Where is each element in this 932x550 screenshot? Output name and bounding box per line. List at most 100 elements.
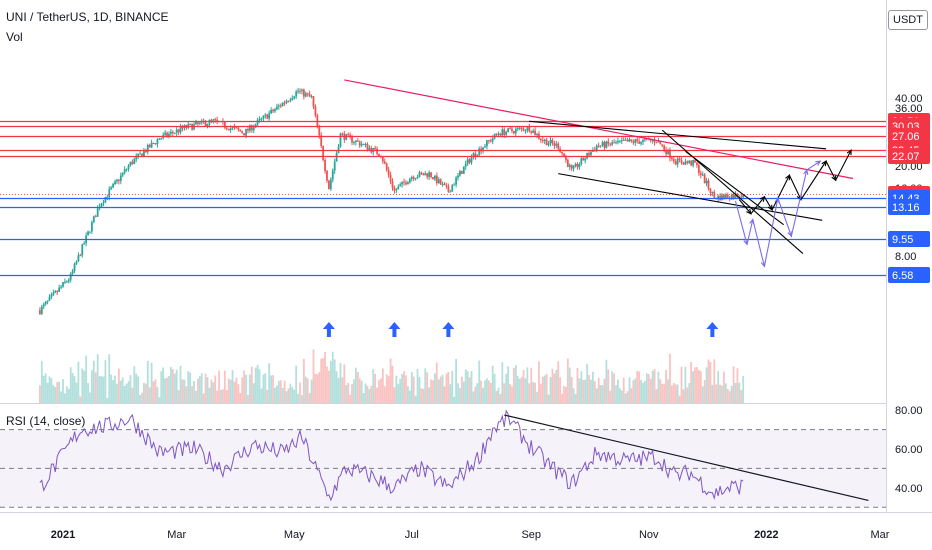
volume-bar — [742, 375, 745, 403]
candle-body — [620, 139, 623, 141]
volume-bar — [358, 378, 361, 403]
volume-bar — [372, 369, 375, 403]
volume-bar — [98, 376, 101, 403]
candle-body — [383, 161, 386, 164]
candle-body — [501, 129, 504, 136]
candle-body — [154, 143, 157, 145]
candle-body — [114, 181, 116, 185]
rsi-tick-label: 80.00 — [895, 405, 923, 417]
candle-body — [420, 172, 423, 174]
volume-bar — [106, 397, 109, 403]
candle-body — [435, 175, 438, 184]
candle-body — [424, 173, 427, 176]
volume-bar — [659, 379, 662, 403]
volume-bar — [368, 388, 371, 403]
volume-bar — [266, 389, 269, 403]
volume-bar — [432, 380, 434, 403]
candle-body — [100, 203, 103, 207]
volume-bar — [73, 376, 76, 403]
candle-body — [146, 145, 149, 153]
volume-bar — [603, 378, 606, 403]
volume-bar — [56, 381, 59, 403]
volume-bar — [669, 353, 671, 403]
candle-body — [576, 163, 579, 168]
candle-body — [281, 102, 284, 106]
volume-bar — [435, 362, 438, 403]
candle-body — [64, 281, 66, 283]
price-level-label: 13.16 — [892, 202, 920, 214]
candle-body — [701, 174, 704, 176]
volume-bar — [274, 387, 276, 403]
volume-bar — [123, 385, 126, 403]
volume-bar — [672, 383, 675, 403]
volume-bar — [451, 370, 454, 403]
candle-body — [181, 126, 184, 129]
volume-bar — [206, 377, 209, 403]
volume-bar — [470, 371, 473, 403]
candle-body — [67, 279, 70, 282]
candle-body — [455, 177, 457, 185]
volume-bar — [378, 379, 380, 403]
volume-bar — [495, 390, 498, 403]
candle-body — [416, 176, 419, 179]
candle-body — [104, 196, 107, 203]
candle-body — [678, 158, 681, 160]
candle-body — [241, 131, 244, 134]
candle-body — [83, 243, 86, 245]
volume-bar — [414, 395, 417, 403]
volume-bar — [102, 376, 105, 403]
time-tick-label: Jul — [405, 529, 419, 541]
candle-body — [150, 142, 153, 148]
volume-bar — [125, 383, 128, 403]
candle-body — [121, 172, 124, 176]
currency-button[interactable]: USDT — [888, 10, 928, 30]
candle-body — [657, 140, 660, 143]
volume-bar — [730, 385, 733, 403]
candle-body — [50, 294, 53, 297]
volume-bar — [189, 372, 192, 403]
price-tick-label: 36.00 — [895, 103, 923, 115]
volume-bar — [723, 371, 725, 403]
volume-bar — [574, 393, 577, 403]
price-level-tag — [888, 148, 930, 164]
candle-body — [385, 163, 388, 170]
volume-bar — [551, 368, 554, 403]
volume-bar — [674, 384, 677, 403]
candle-body — [378, 153, 380, 156]
candle-body — [368, 147, 371, 150]
volume-bar — [304, 376, 307, 403]
volume-bar — [472, 391, 475, 403]
candle-body — [48, 296, 51, 301]
candle-body — [732, 194, 735, 198]
candle-body — [260, 118, 263, 120]
volume-bar — [507, 366, 510, 403]
candle-body — [387, 169, 390, 175]
candle-body — [615, 142, 617, 144]
volume-bar — [389, 358, 392, 403]
candle-body — [736, 193, 739, 197]
volume-bar — [509, 384, 511, 403]
candle-body — [613, 142, 615, 144]
volume-bar — [104, 360, 107, 403]
volume-bar — [447, 371, 450, 403]
volume-bar — [87, 383, 89, 403]
candle-body — [459, 171, 461, 176]
candle-body — [595, 145, 598, 151]
volume-bar — [578, 378, 581, 403]
volume-bar — [243, 370, 246, 403]
candle-body — [156, 139, 159, 144]
projection-path-black-head — [821, 160, 827, 167]
volume-bar — [249, 374, 251, 403]
candle-body — [206, 124, 209, 127]
volume-bar — [329, 361, 332, 403]
volume-bar — [626, 391, 629, 403]
candle-body — [707, 180, 710, 189]
volume-bar — [387, 376, 390, 403]
volume-bar — [326, 366, 328, 403]
candle-body — [705, 180, 708, 184]
candle-body — [353, 142, 355, 144]
candle-body — [605, 141, 608, 148]
volume-bar — [202, 393, 205, 403]
candle-body — [40, 306, 43, 314]
